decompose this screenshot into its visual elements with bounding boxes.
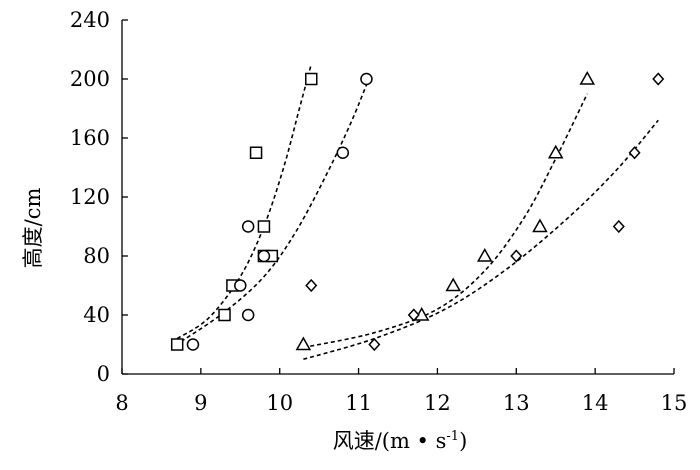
x-tick-label: 13 (503, 391, 530, 415)
point-square (218, 308, 231, 322)
point-diamond (510, 249, 523, 263)
point-triangle (476, 247, 493, 262)
point-square (305, 72, 318, 86)
trend-line-square (176, 64, 313, 340)
y-tick-label: 240 (70, 8, 110, 32)
y-tick-label: 200 (70, 67, 110, 91)
y-tick-labels: 0 40 80 120 160 200 240 (70, 8, 110, 386)
point-triangle (579, 70, 596, 85)
point-circle (360, 72, 373, 86)
point-triangle (547, 144, 564, 159)
point-diamond (368, 337, 381, 352)
x-tick-labels: 8 9 10 11 12 13 14 15 (115, 391, 687, 415)
x-tick-label: 9 (194, 391, 207, 415)
point-triangle (445, 277, 461, 292)
trend-line-diamond (303, 119, 659, 361)
y-tick-label: 120 (70, 185, 110, 209)
point-circle (186, 338, 200, 351)
point-square (257, 220, 271, 233)
x-tick-label: 14 (582, 391, 609, 415)
point-diamond (407, 308, 420, 322)
trend-line-circle (180, 84, 368, 343)
point-diamond (612, 219, 625, 234)
x-tick-label: 15 (661, 391, 688, 415)
x-tick-label: 10 (266, 391, 293, 415)
point-triangle (532, 218, 548, 233)
trend-line-triangle (303, 93, 588, 349)
point-circle (241, 220, 255, 233)
point-square (170, 338, 184, 351)
point-diamond (628, 146, 641, 160)
x-tick-label: 11 (345, 391, 372, 415)
y-tick-label: 160 (70, 126, 110, 150)
point-triangle (295, 336, 312, 351)
point-circle (234, 279, 247, 292)
y-tick-label: 40 (83, 303, 110, 327)
y-axis-title: 高度/cm (21, 188, 45, 269)
point-diamond (652, 72, 665, 86)
x-axis-title: 风速/(m • s-1) (333, 429, 468, 453)
axes (121, 20, 674, 375)
x-axis-title-text: 风速/(m • s (333, 429, 447, 453)
y-tick-label: 80 (83, 244, 110, 268)
x-axis-title-close: ) (459, 429, 467, 453)
point-square (249, 146, 263, 159)
x-tick-label: 8 (115, 391, 128, 415)
tick-marks (121, 19, 675, 375)
data-markers (170, 70, 665, 352)
point-circle (241, 308, 255, 322)
point-diamond (305, 278, 318, 293)
x-axis-title-superscript: -1 (446, 429, 459, 444)
point-circle (257, 249, 271, 263)
y-tick-label: 0 (97, 362, 110, 386)
x-tick-label: 12 (424, 391, 451, 415)
point-circle (336, 146, 350, 159)
